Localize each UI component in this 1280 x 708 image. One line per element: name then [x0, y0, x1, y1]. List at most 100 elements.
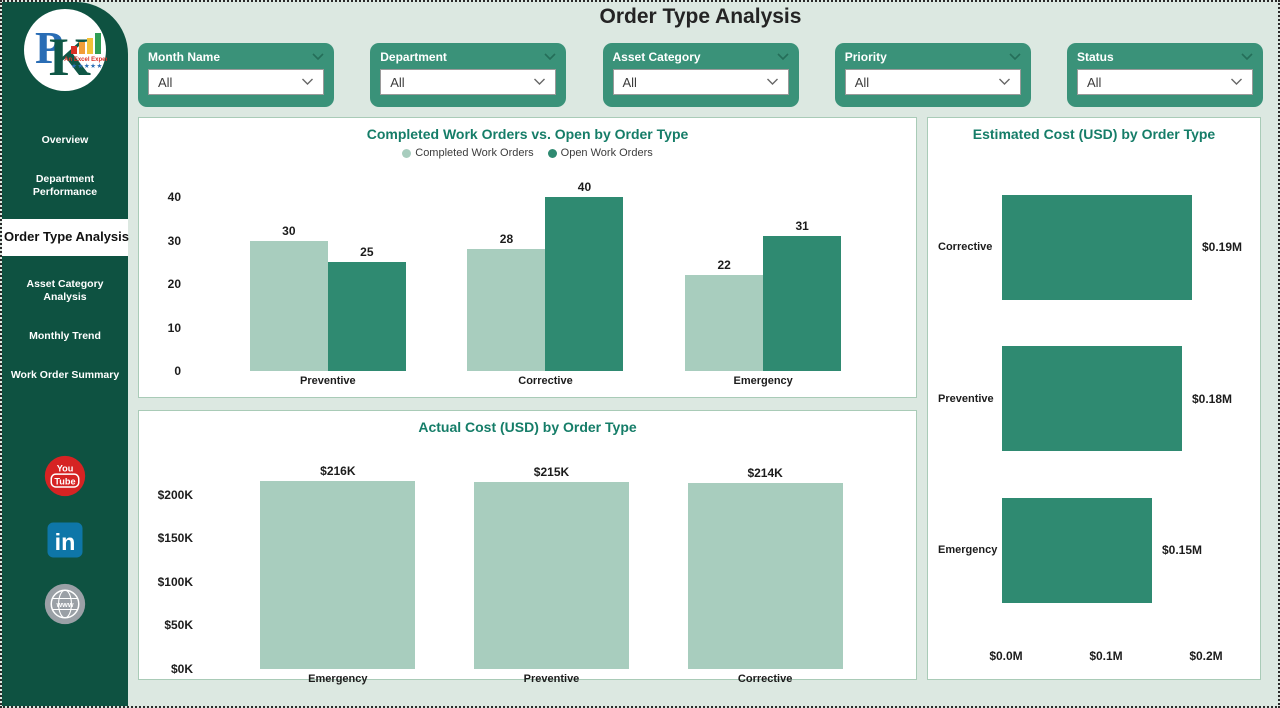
svg-text:Tube: Tube: [54, 476, 75, 486]
sidebar-item-work-order-summary[interactable]: Work Order Summary: [10, 369, 120, 381]
bar-preventive-completed-work-orders[interactable]: 30: [249, 224, 328, 371]
filter-label: Status: [1077, 50, 1114, 64]
youtube-icon[interactable]: You Tube: [43, 454, 87, 498]
plot-area: Corrective $0.19M Preventive $0.18M Emergenc…: [938, 148, 1250, 671]
left-chart-column: Completed Work Orders vs. Open by Order …: [138, 117, 917, 685]
sidebar-nav: Overview Department Performance Order Ty…: [2, 128, 129, 388]
chart-title: Completed Work Orders vs. Open by Order …: [366, 126, 689, 142]
dropdown-value: All: [390, 74, 405, 90]
category-row-corrective: Corrective $0.19M: [938, 194, 1250, 300]
category-label: Corrective: [938, 241, 993, 253]
charts-area: Completed Work Orders vs. Open by Order …: [138, 117, 1263, 685]
y-axis-label: 10: [167, 320, 181, 335]
filter-label: Department: [380, 50, 447, 64]
legend-item-open-work-orders[interactable]: Open Work Orders: [547, 147, 653, 159]
category-row-preventive: Preventive $0.18M: [938, 346, 1250, 451]
bar-corrective-open-work-orders[interactable]: 40: [545, 180, 624, 371]
sidebar-item-asset-category-analysis[interactable]: Asset Category Analysis: [26, 277, 104, 303]
sidebar-item-overview[interactable]: Overview: [41, 134, 89, 146]
y-axis-label: 40: [167, 190, 181, 204]
bar-preventive[interactable]: $215K: [473, 465, 629, 669]
data-label: 28: [499, 232, 514, 247]
chevron-down-icon: [766, 78, 778, 85]
legend-item-completed-work-orders[interactable]: Completed Work Orders: [402, 147, 534, 159]
data-label: $214K: [747, 465, 783, 480]
category-group-preventive: 30 25 Preventive: [249, 197, 406, 391]
page-title: Order Type Analysis: [599, 5, 802, 28]
bar-track: $0.19M: [1002, 194, 1250, 300]
data-label: $0.18M: [1192, 391, 1233, 406]
chevron-down-icon[interactable]: [544, 53, 556, 61]
chevron-down-icon[interactable]: [312, 53, 324, 61]
bar-corrective[interactable]: $214K: [687, 466, 843, 669]
category-label: Emergency: [308, 673, 368, 685]
bars: 28 40: [467, 180, 624, 371]
department-dropdown[interactable]: All: [380, 69, 557, 95]
filter-label: Asset Category: [612, 50, 701, 64]
main-content: Order Type Analysis Month Name All Depar…: [128, 2, 1273, 701]
category-label: Corrective: [737, 673, 793, 685]
data-label: 30: [282, 223, 296, 238]
category-label: Corrective: [518, 375, 573, 387]
x-axis-label: $0.1M: [1089, 649, 1123, 663]
bars: $216K: [260, 464, 416, 669]
svg-text:K: K: [49, 27, 91, 87]
chevron-down-icon[interactable]: [1241, 53, 1253, 61]
bar-emergency-completed-work-orders[interactable]: 22: [685, 258, 764, 371]
x-axis: $0.0M $0.1M $0.2M: [989, 649, 1250, 671]
data-label: $0.15M: [1162, 543, 1203, 557]
svg-text:★★★★★: ★★★★★: [71, 62, 103, 70]
category-label: Preventive: [523, 673, 580, 685]
sidebar-item-department-performance[interactable]: Department Performance: [32, 173, 98, 199]
bar-preventive-open-work-orders[interactable]: 25: [327, 245, 406, 371]
legend-dot-icon: [402, 148, 412, 158]
bars: 30 25: [249, 197, 406, 371]
social-links: You Tube in www: [2, 454, 128, 626]
sidebar-item-order-type-analysis[interactable]: Order Type Analysis: [2, 219, 129, 256]
filter-status: Status All: [1067, 43, 1263, 107]
data-label: 40: [577, 180, 592, 194]
filter-department: Department All: [370, 43, 567, 107]
bar-emergency[interactable]: $216K: [260, 464, 416, 669]
legend-label: Completed Work Orders: [415, 147, 534, 159]
plot-bars: Corrective $0.19M Preventive $0.18M Emergenc…: [938, 148, 1250, 649]
website-globe-icon[interactable]: www: [43, 582, 87, 626]
category-group-preventive: $215K Preventive: [473, 465, 629, 689]
svg-text:An Excel Expert: An Excel Expert: [64, 57, 107, 63]
chevron-down-icon[interactable]: [1009, 53, 1021, 61]
sidebar-item-monthly-trend[interactable]: Monthly Trend: [29, 329, 101, 342]
filter-bar: Month Name All Department All: [138, 43, 1263, 107]
priority-dropdown[interactable]: All: [844, 69, 1021, 95]
bar-preventive[interactable]: [1002, 346, 1182, 451]
logo-icon: P K An Excel Expert ★★★★★: [24, 9, 110, 91]
status-dropdown[interactable]: All: [1077, 69, 1253, 95]
category-group-emergency: 22 31 Emergency: [685, 197, 842, 391]
y-axis-label: $100K: [157, 574, 193, 589]
bar-emergency[interactable]: [1002, 497, 1152, 603]
chevron-down-icon: [302, 78, 313, 85]
linkedin-icon[interactable]: in: [45, 520, 85, 560]
bar-corrective[interactable]: [1002, 194, 1192, 300]
svg-text:P: P: [35, 22, 63, 73]
data-label: 31: [795, 219, 809, 234]
bar-corrective-completed-work-orders[interactable]: 28: [467, 232, 546, 371]
category-group-emergency: $216K Emergency: [260, 464, 416, 689]
category-label: Preventive: [300, 375, 356, 387]
legend-dot-icon: [547, 148, 557, 158]
data-label: $0.19M: [1202, 240, 1243, 254]
legend-label: Open Work Orders: [560, 147, 653, 159]
filter-label: Month Name: [148, 50, 220, 64]
filter-priority: Priority All: [834, 43, 1031, 107]
clustered-column-chart-card: Completed Work Orders vs. Open by Order …: [138, 117, 917, 398]
chevron-down-icon[interactable]: [776, 53, 789, 61]
dropdown-value: All: [622, 74, 637, 90]
chevron-down-icon: [1231, 78, 1242, 85]
category-group-corrective: 28 40 Corrective: [467, 180, 624, 391]
chevron-down-icon: [998, 78, 1010, 85]
y-axis-label: $50K: [164, 618, 193, 633]
month-name-dropdown[interactable]: All: [148, 69, 324, 95]
category-label: Emergency: [733, 375, 793, 387]
plot-bars: $216K Emergency $215K Preventive $214K Correc…: [207, 464, 896, 689]
asset-category-dropdown[interactable]: All: [612, 69, 789, 95]
bar-emergency-open-work-orders[interactable]: 31: [763, 219, 842, 371]
